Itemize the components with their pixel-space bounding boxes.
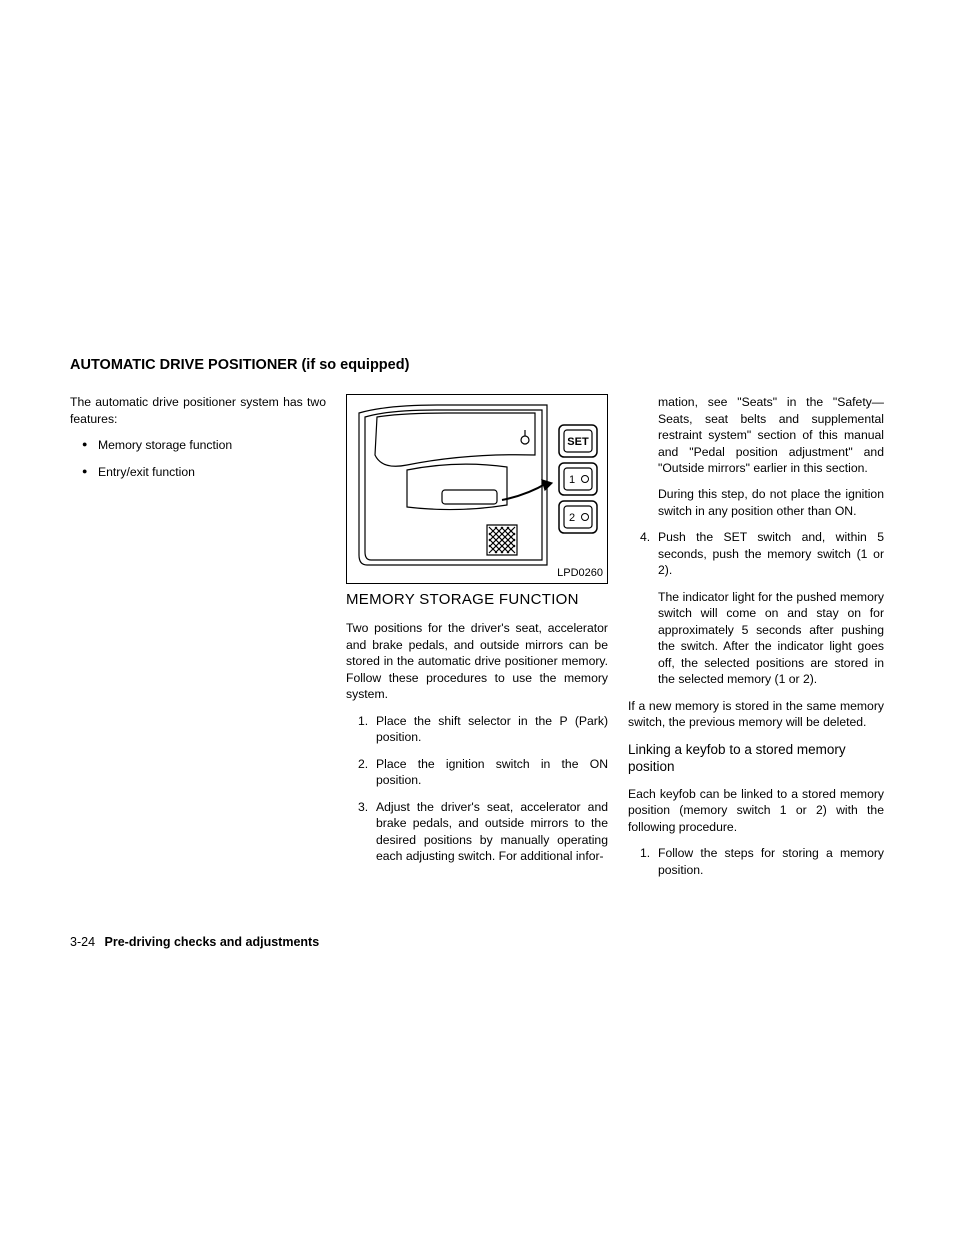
footer-title: Pre-driving checks and adjustments bbox=[105, 935, 320, 949]
memory-storage-heading: MEMORY STORAGE FUNCTION bbox=[346, 590, 608, 610]
step-4-note: The indicator light for the pushed memor… bbox=[628, 589, 884, 688]
column-3: mation, see "Seats" in the "Safety—Seats… bbox=[628, 394, 884, 888]
step-3-text: Adjust the driver's seat, accelerator an… bbox=[376, 800, 608, 863]
button-2-label: 2 bbox=[569, 512, 575, 524]
memory-intro: Two positions for the driver's seat, acc… bbox=[346, 620, 608, 702]
link-step-1: 1.Follow the steps for storing a memory … bbox=[640, 845, 884, 878]
column-2: SET 1 2 LPD0260 MEMORY STORAGE FUNCTION … bbox=[346, 394, 608, 888]
page-footer: 3-24 Pre-driving checks and adjustments bbox=[70, 935, 319, 949]
step-2-text: Place the ignition switch in the ON posi… bbox=[376, 757, 608, 787]
step-3: 3.Adjust the driver's seat, accelerator … bbox=[358, 799, 608, 865]
bullet-entry-exit: Entry/exit function bbox=[84, 464, 326, 480]
step-4: 4.Push the SET switch and, within 5 seco… bbox=[640, 529, 884, 578]
linking-intro: Each keyfob can be linked to a stored me… bbox=[628, 786, 884, 835]
linking-keyfob-heading: Linking a keyfob to a stored memory posi… bbox=[628, 741, 884, 776]
door-panel-figure: SET 1 2 LPD0260 bbox=[346, 394, 608, 584]
intro-text: The automatic drive positioner system ha… bbox=[70, 394, 326, 427]
bullet-memory-storage: Memory storage function bbox=[84, 437, 326, 453]
set-button-label: SET bbox=[567, 436, 589, 448]
button-1-label: 1 bbox=[569, 474, 575, 486]
step-1: 1.Place the shift selector in the P (Par… bbox=[358, 713, 608, 746]
step-1-text: Place the shift selector in the P (Park)… bbox=[376, 714, 608, 744]
memory-overwrite-note: If a new memory is stored in the same me… bbox=[628, 698, 884, 731]
step-4-text: Push the SET switch and, within 5 second… bbox=[658, 530, 884, 577]
link-step-1-text: Follow the steps for storing a memory po… bbox=[658, 846, 884, 876]
figure-label: LPD0260 bbox=[557, 566, 603, 581]
step-2: 2.Place the ignition switch in the ON po… bbox=[358, 756, 608, 789]
page-number: 3-24 bbox=[70, 935, 95, 949]
main-title: AUTOMATIC DRIVE POSITIONER (if so equipp… bbox=[70, 356, 884, 374]
step-3-note: During this step, do not place the ignit… bbox=[628, 486, 884, 519]
column-1: The automatic drive positioner system ha… bbox=[70, 394, 326, 888]
step-3-continuation: mation, see "Seats" in the "Safety—Seats… bbox=[628, 394, 884, 476]
